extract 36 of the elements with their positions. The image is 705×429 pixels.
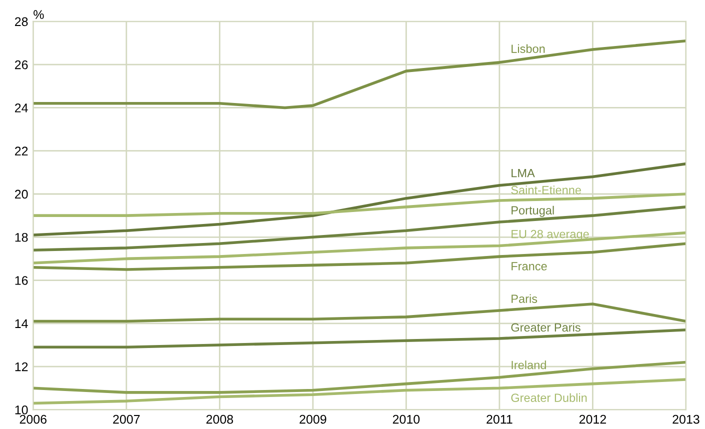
- series-label: Saint-Etienne: [511, 186, 581, 194]
- series-label: Greater Paris: [511, 322, 580, 332]
- x-tick-label: 2007: [113, 414, 140, 424]
- line-series: [33, 192, 686, 217]
- y-axis-title: %: [34, 10, 44, 19]
- y-tick-label: 24: [15, 104, 28, 112]
- line-series: [33, 302, 686, 323]
- x-tick-label: 2011: [486, 414, 512, 424]
- line-series: [33, 378, 686, 405]
- series-label: EU 28 average: [512, 230, 589, 241]
- series-label: Ireland: [512, 360, 546, 370]
- y-tick-label: 28: [15, 17, 28, 26]
- series-label: Lisbon: [512, 44, 545, 53]
- y-tick-label: 18: [15, 232, 28, 242]
- x-tick-label: 2008: [206, 414, 234, 424]
- x-tick-label: 2013: [672, 414, 700, 424]
- series-label: Portugal: [512, 206, 554, 217]
- y-tick-label: 10: [15, 405, 28, 414]
- x-tick-label: 2009: [300, 414, 326, 424]
- series-label: France: [512, 262, 547, 270]
- series-label: Paris: [512, 294, 538, 303]
- x-tick-label: 2012: [579, 414, 606, 424]
- series-label: LMA: [512, 168, 535, 178]
- line-series: [33, 360, 686, 394]
- line-series: [33, 206, 686, 252]
- y-tick-label: 12: [15, 362, 28, 372]
- y-tick-label: 22: [15, 146, 28, 156]
- x-tick-label: 2006: [20, 414, 46, 424]
- series-label: Greater Dublin: [511, 393, 587, 402]
- y-tick-label: 26: [15, 60, 28, 70]
- line-series: [33, 242, 686, 271]
- y-tick-label: 20: [15, 190, 28, 199]
- y-tick-label: 16: [15, 276, 28, 285]
- line-series: [33, 39, 686, 110]
- y-tick-label: 14: [15, 319, 28, 328]
- x-tick-label: 2010: [392, 414, 420, 424]
